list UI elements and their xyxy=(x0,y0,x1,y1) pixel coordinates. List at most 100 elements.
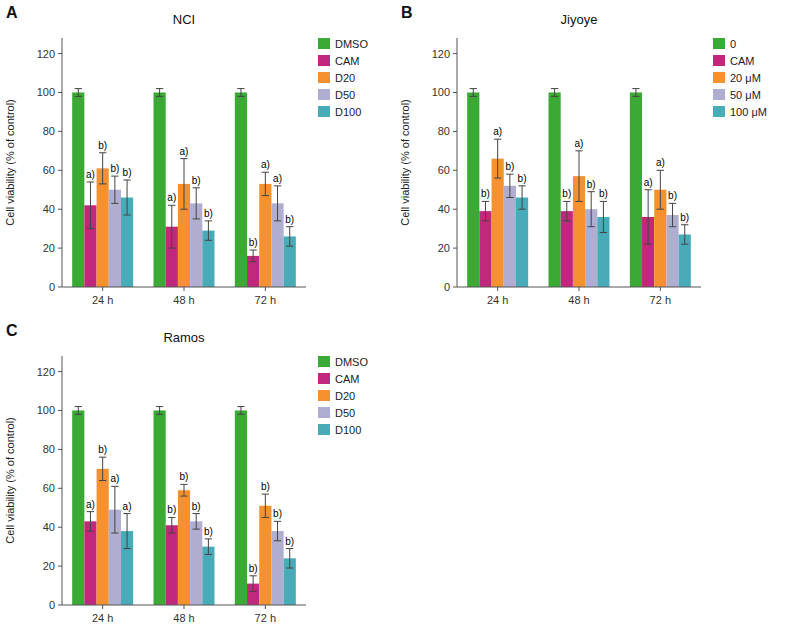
bar xyxy=(84,521,96,605)
y-tick-label: 100 xyxy=(432,86,450,98)
panel-label: B xyxy=(401,4,413,21)
panel: ANCICell viability (% of control)0204060… xyxy=(4,4,368,306)
error-bar xyxy=(644,190,651,244)
legend-swatch xyxy=(318,373,330,384)
bar xyxy=(97,469,109,605)
y-tick-label: 20 xyxy=(43,242,55,254)
panel: BJiyoyeCell viability (% of control)0204… xyxy=(399,4,767,306)
annotation: b) xyxy=(192,175,201,186)
annotation: a) xyxy=(493,126,502,137)
error-bar xyxy=(669,203,676,226)
legend-label: D20 xyxy=(335,72,355,84)
y-tick xyxy=(58,92,62,93)
error-bar xyxy=(156,89,163,97)
bar xyxy=(97,168,109,287)
title: Ramos xyxy=(163,330,205,345)
error-bar xyxy=(123,180,130,215)
plot-area xyxy=(72,407,296,605)
annotation: b) xyxy=(680,212,689,223)
y-tick xyxy=(58,605,62,606)
title: Jiyoye xyxy=(561,12,598,27)
error-bar xyxy=(193,188,200,219)
error-bar xyxy=(168,517,175,533)
bar xyxy=(72,92,84,287)
y-tick xyxy=(453,209,457,210)
annotation: a) xyxy=(261,159,270,170)
annotation: b) xyxy=(562,188,571,199)
y-tick-label: 60 xyxy=(438,164,450,176)
annotation: a) xyxy=(86,169,95,180)
x-tick xyxy=(579,287,580,291)
error-bar xyxy=(600,201,607,232)
bar xyxy=(235,92,247,287)
error-bar xyxy=(75,89,82,97)
y-tick-label: 0 xyxy=(49,281,55,293)
bar xyxy=(467,92,479,287)
error-bar xyxy=(180,484,187,496)
error-bar xyxy=(237,407,244,415)
legend-swatch xyxy=(318,424,330,435)
legend-label: DMSO xyxy=(335,356,368,368)
bar xyxy=(630,92,642,287)
annotation: b) xyxy=(167,504,176,515)
annotation: b) xyxy=(98,444,107,455)
annotation: b) xyxy=(192,501,201,512)
legend-swatch xyxy=(318,38,330,49)
x-tick xyxy=(660,287,661,291)
y-tick xyxy=(453,170,457,171)
legend: DMSOCAMD20D50D100 xyxy=(318,38,368,118)
y-tick-label: 40 xyxy=(43,521,55,533)
bar xyxy=(190,521,202,605)
y-tick-label: 80 xyxy=(438,125,450,137)
error-bar xyxy=(274,186,281,221)
error-bar xyxy=(99,457,106,480)
x-tick-label: 72 h xyxy=(255,612,276,624)
error-bar xyxy=(563,201,570,220)
y-tick-label: 0 xyxy=(49,599,55,611)
panel-label: C xyxy=(6,322,18,339)
x-tick xyxy=(102,287,103,291)
bar xyxy=(202,547,214,605)
bar xyxy=(235,410,247,605)
error-bar xyxy=(237,89,244,97)
annotation: b) xyxy=(505,161,514,172)
x-tick-label: 48 h xyxy=(173,294,194,306)
annotation: a) xyxy=(86,499,95,510)
annotation: a) xyxy=(273,173,282,184)
error-bar xyxy=(249,576,256,592)
error-bar xyxy=(111,486,118,533)
error-bar xyxy=(482,201,489,220)
legend-swatch xyxy=(713,55,725,66)
x-tick-label: 24 h xyxy=(92,612,113,624)
bar xyxy=(504,186,516,287)
legend-label: 100 μM xyxy=(730,106,767,118)
title: NCI xyxy=(173,12,195,27)
bar xyxy=(259,506,271,605)
annotation: b) xyxy=(110,163,119,174)
error-bar xyxy=(168,205,175,248)
y-tick-label: 20 xyxy=(438,242,450,254)
annotation: b) xyxy=(481,188,490,199)
x-tick xyxy=(265,287,266,291)
error-bar xyxy=(205,539,212,555)
annotation: b) xyxy=(98,140,107,151)
legend-label: D100 xyxy=(335,106,361,118)
legend-label: D50 xyxy=(335,89,355,101)
annotation: a) xyxy=(167,192,176,203)
y-tick xyxy=(453,53,457,54)
legend-label: D100 xyxy=(335,424,361,436)
error-bar xyxy=(262,172,269,195)
bar xyxy=(271,531,283,605)
annotation: b) xyxy=(285,536,294,547)
y-tick xyxy=(58,287,62,288)
y-axis-label: Cell viability (% of control) xyxy=(4,417,16,544)
plot-area xyxy=(467,89,691,287)
error-bar xyxy=(575,151,582,202)
error-bar xyxy=(111,176,118,203)
x-tick xyxy=(265,605,266,609)
x-tick-label: 24 h xyxy=(487,294,508,306)
legend-label: DMSO xyxy=(335,38,368,50)
legend: 0CAM20 μM50 μM100 μM xyxy=(713,38,767,118)
legend-swatch xyxy=(713,89,725,100)
legend-swatch xyxy=(318,72,330,83)
